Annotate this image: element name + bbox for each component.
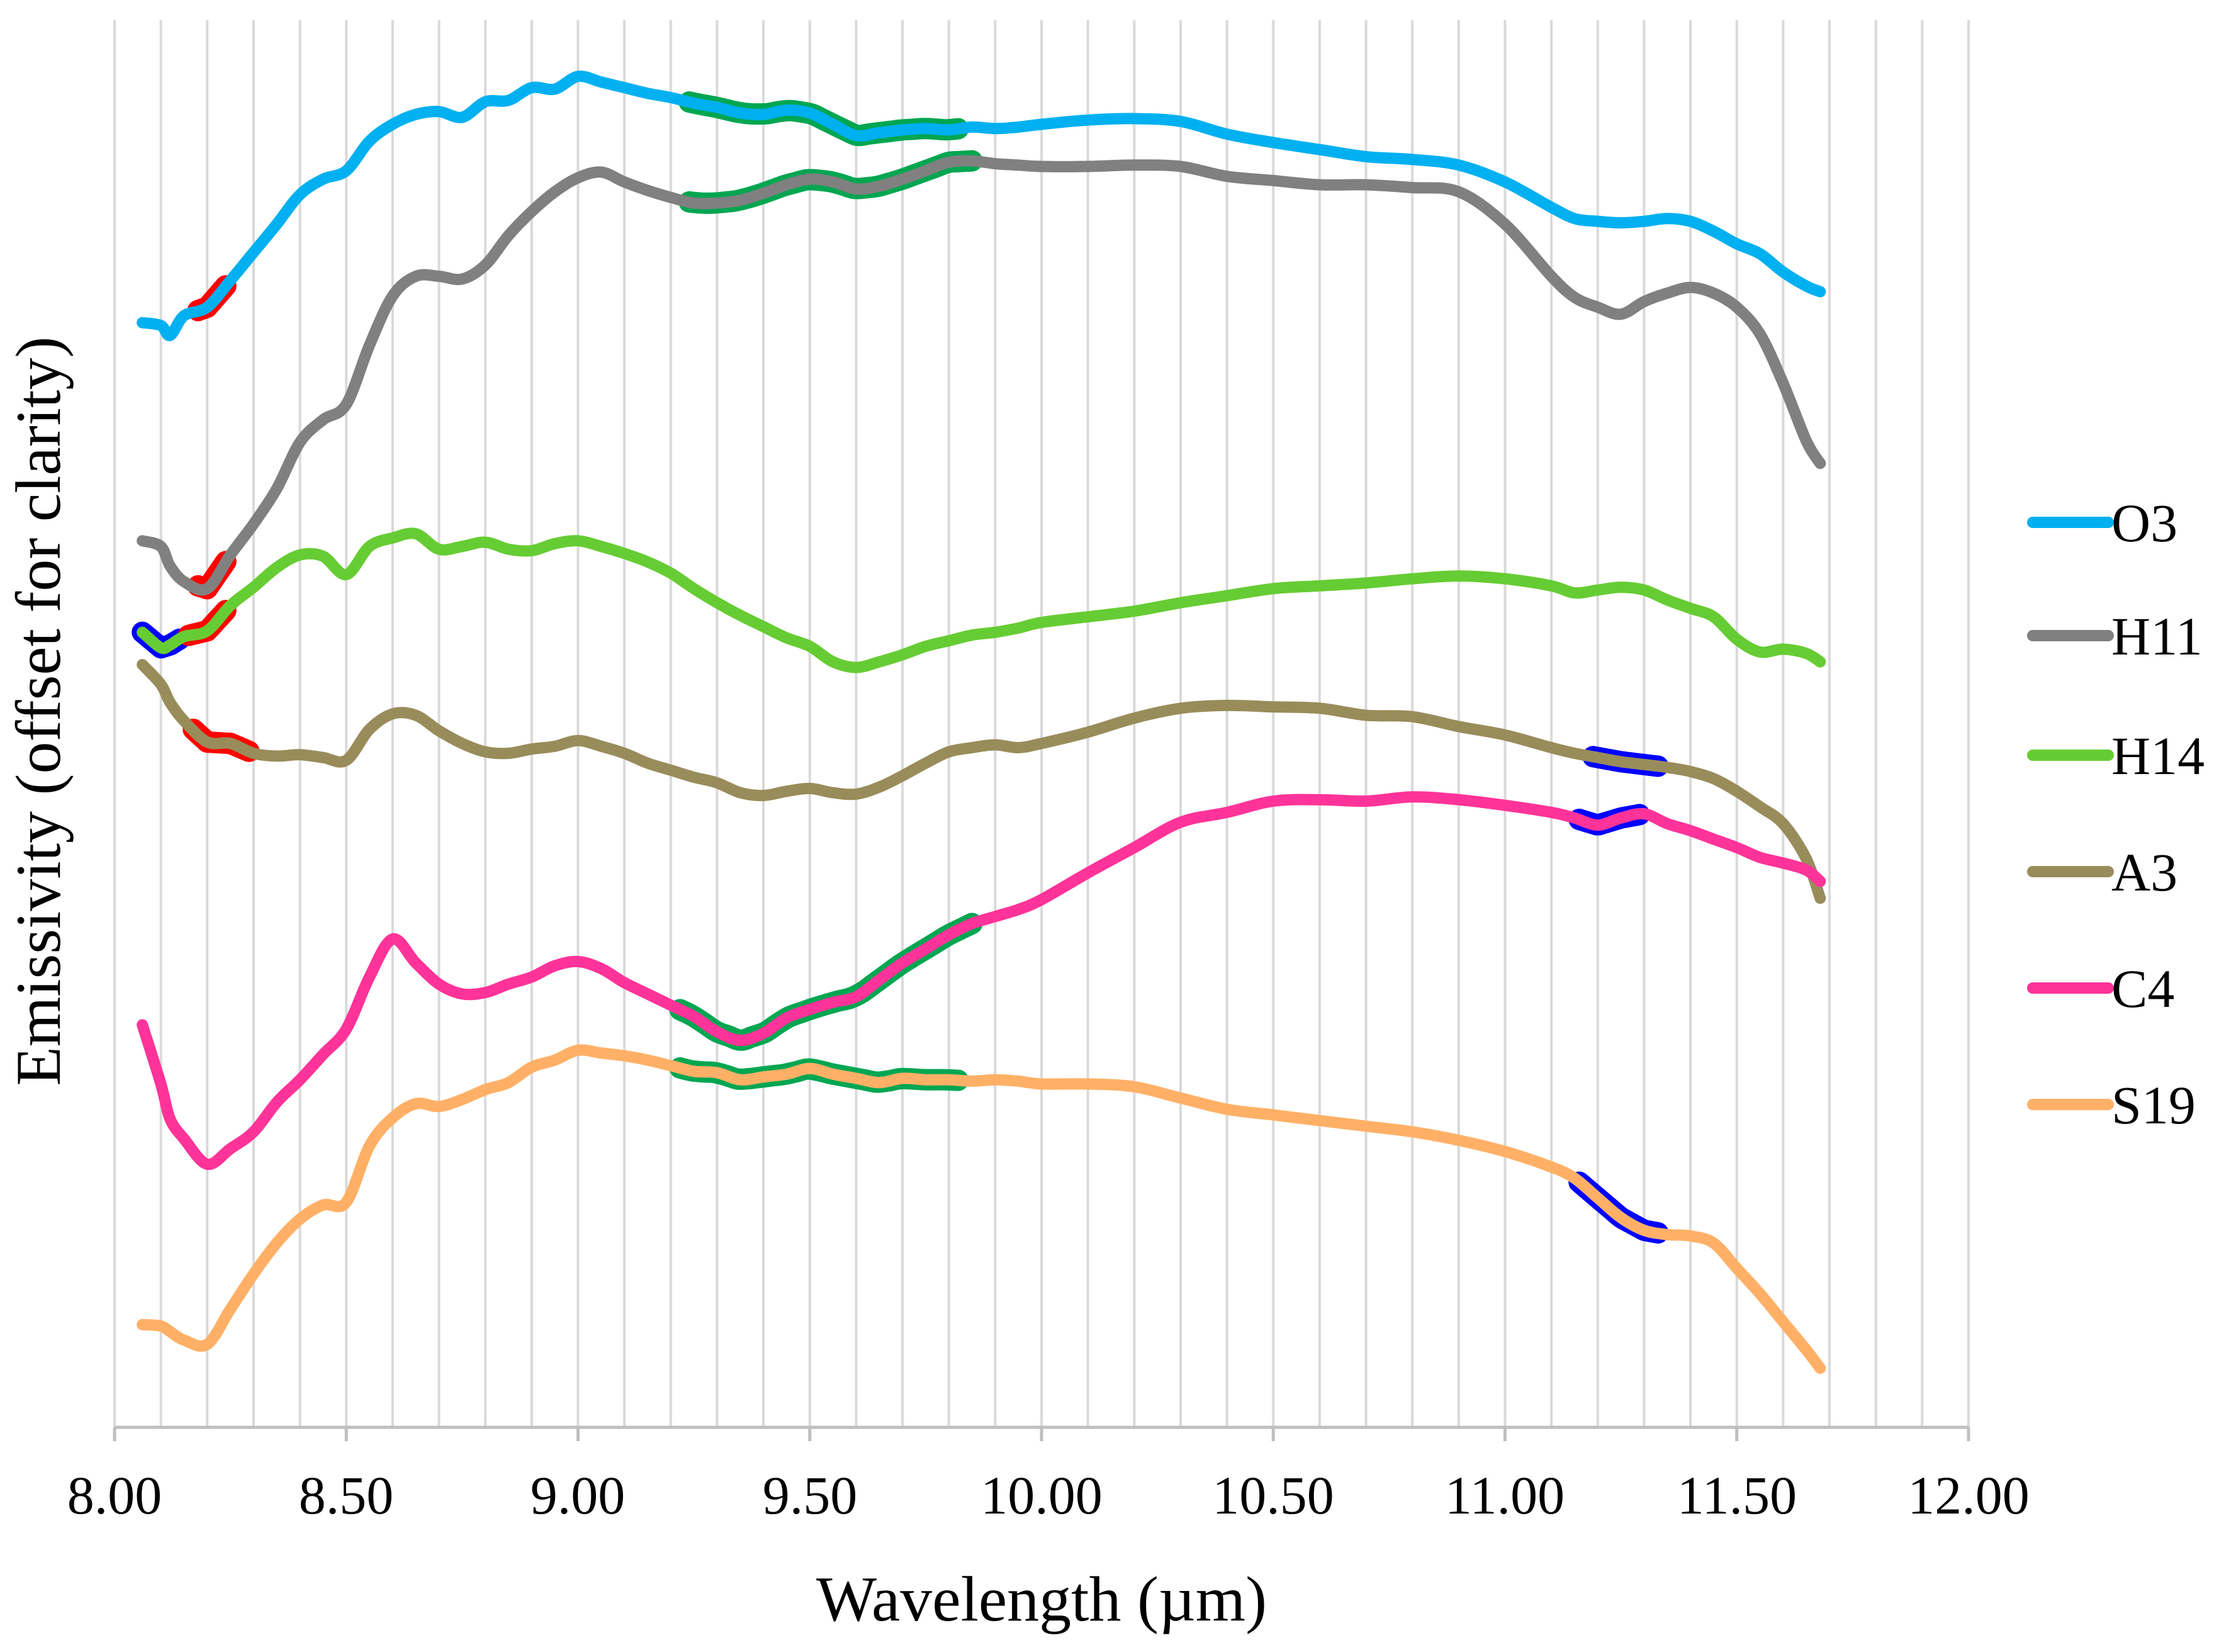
x-tick-label: 11.00 — [1445, 1465, 1565, 1526]
legend: O3 H11 H14 A3 C4 S19 — [2027, 493, 2205, 1135]
x-axis — [113, 1425, 1970, 1441]
legend-item-c4: C4 — [2027, 958, 2174, 1019]
legend-label: H11 — [2111, 606, 2203, 666]
series-line-h11 — [137, 155, 1826, 596]
series-line-o3 — [137, 70, 1826, 342]
y-axis-title: Emissivity (offset for clarity) — [3, 337, 74, 1086]
legend-label: O3 — [2111, 493, 2177, 553]
legend-item-s19: S19 — [2027, 1075, 2196, 1135]
x-tick-label: 11.50 — [1677, 1465, 1797, 1526]
x-tick-labels: 8.00 8.50 9.00 9.50 10.00 10.50 11.00 11… — [67, 1465, 2030, 1526]
legend-label: C4 — [2111, 958, 2174, 1019]
x-tick-label: 8.00 — [67, 1465, 162, 1526]
x-tick-label: 9.50 — [763, 1465, 858, 1526]
series-line-c4 — [137, 791, 1826, 1170]
legend-item-h14: H14 — [2027, 726, 2205, 786]
x-tick-label: 8.50 — [299, 1465, 394, 1526]
legend-label: H14 — [2111, 726, 2205, 786]
legend-label: S19 — [2111, 1075, 2196, 1135]
x-axis-title: Wavelength (µm) — [816, 1564, 1267, 1635]
legend-label: A3 — [2111, 842, 2177, 902]
series-line-h14 — [137, 527, 1826, 673]
x-tick-label: 12.00 — [1907, 1465, 2030, 1526]
legend-item-o3: O3 — [2027, 493, 2177, 553]
series-line-a3 — [137, 659, 1826, 904]
x-tick-label: 9.00 — [531, 1465, 626, 1526]
legend-item-a3: A3 — [2027, 842, 2177, 902]
series-line-s19 — [137, 1044, 1826, 1374]
grid-lines — [113, 20, 1970, 1427]
x-tick-label: 10.50 — [1212, 1465, 1334, 1526]
x-tick-label: 10.00 — [980, 1465, 1103, 1526]
legend-item-h11: H11 — [2027, 606, 2203, 666]
series-lines — [132, 70, 1826, 1374]
